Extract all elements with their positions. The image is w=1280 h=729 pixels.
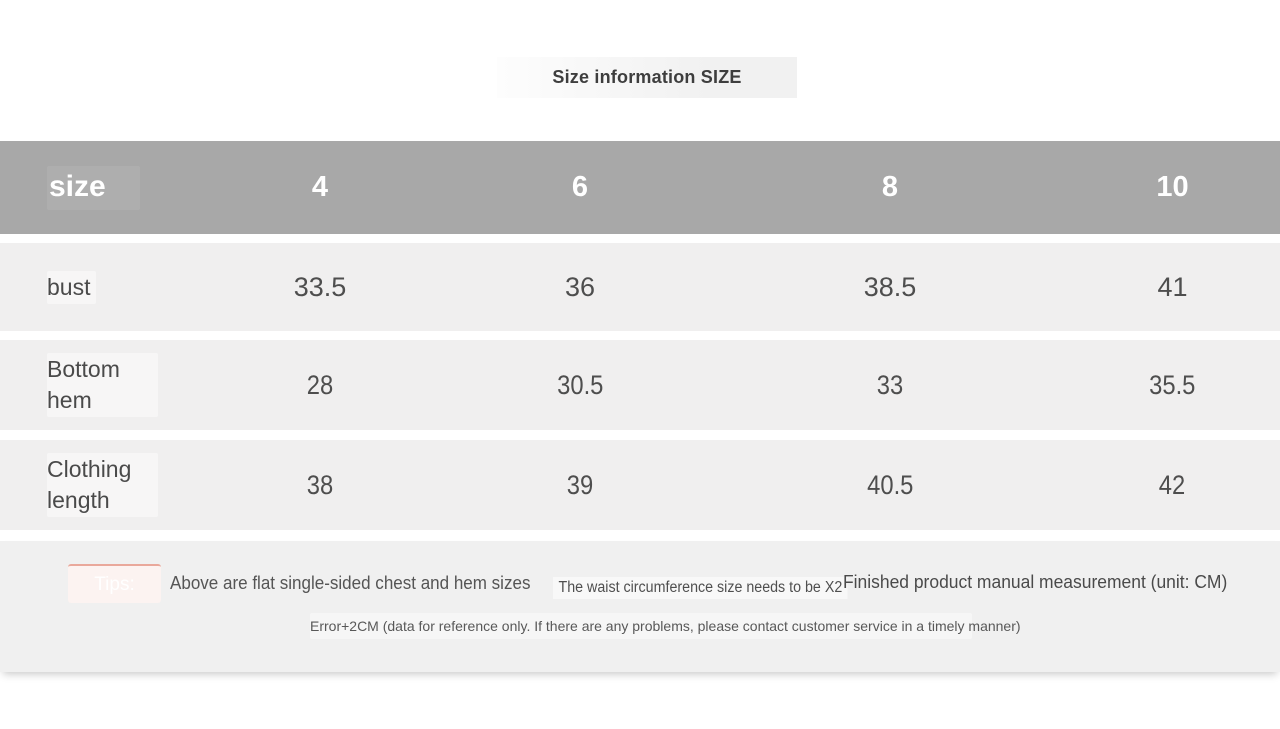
cell-value: 35.5 [1149, 369, 1196, 400]
header-col-size-4: 4 [311, 171, 329, 203]
note-waist-x2: The waist circumference size needs to be… [553, 577, 848, 599]
row-label-clothing-length: Clothing length [47, 453, 158, 517]
cell-value: 28 [306, 369, 334, 400]
cell-value: 41 [1157, 271, 1188, 302]
row-label-bust: bust [47, 270, 97, 304]
note-flat-sizes: Above are flat single-sided chest and he… [170, 572, 531, 593]
header-col-size-10: 10 [1156, 171, 1189, 203]
header-col-size-6: 6 [571, 171, 589, 203]
cell-value: 30.5 [556, 369, 604, 400]
cell-value: 38.5 [863, 271, 917, 302]
row-label-cell: bust [0, 243, 195, 331]
page-title: Size information SIZE [497, 57, 797, 98]
note-error-tolerance: Error+2CM (data for reference only. If t… [310, 613, 1021, 639]
header-size-label: size [47, 165, 140, 210]
notes-footer: Tips: Above are flat single-sided chest … [0, 541, 1280, 672]
page-title-text: Size information SIZE [552, 67, 742, 87]
cell-value: 40.5 [866, 469, 914, 500]
cell-value: 33 [876, 369, 904, 400]
table-row-bottom-hem: Bottom hem 28 30.5 33 35.5 [0, 340, 1280, 430]
cell-value: 33.5 [293, 271, 347, 302]
row-label-cell: Bottom hem [0, 340, 195, 430]
row-label-cell: Clothing length [0, 440, 195, 530]
header-label-cell: size [0, 141, 195, 234]
table-header-row: size 4 6 8 10 [0, 141, 1280, 234]
tips-badge: Tips: [68, 564, 161, 603]
row-label-bottom-hem: Bottom hem [47, 353, 158, 417]
cell-value: 36 [564, 271, 596, 302]
header-col-size-8: 8 [881, 171, 899, 203]
table-row-bust: bust 33.5 36 38.5 41 [0, 243, 1280, 331]
note-manual-measurement: Finished product manual measurement (uni… [843, 572, 1228, 592]
cell-value: 42 [1159, 469, 1186, 500]
cell-value: 39 [566, 469, 594, 500]
cell-value: 38 [306, 469, 334, 500]
table-row-clothing-length: Clothing length 38 39 40.5 42 [0, 440, 1280, 530]
